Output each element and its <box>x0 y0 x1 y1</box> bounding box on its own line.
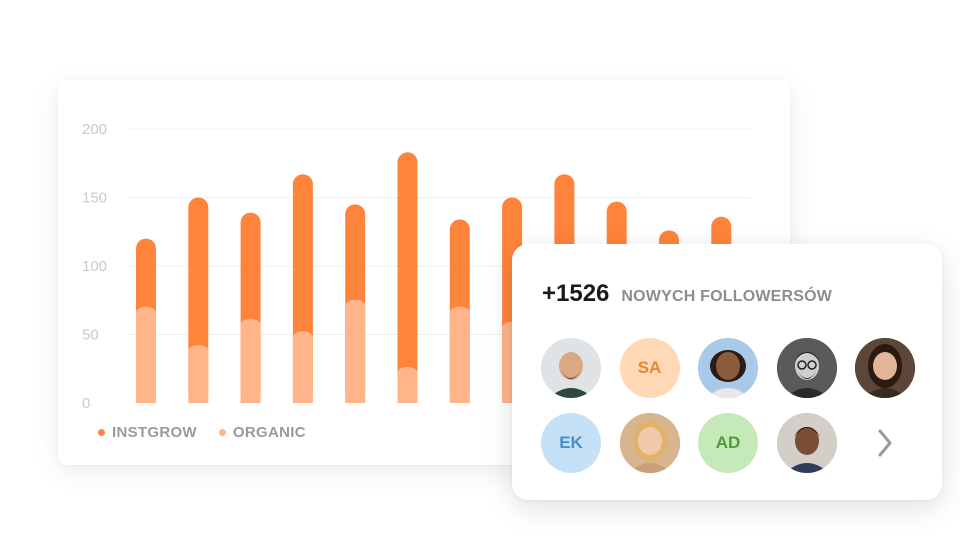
man-beard-photo-icon <box>541 338 601 398</box>
avatar-photo[interactable] <box>541 338 601 398</box>
man-glasses-photo-icon <box>776 338 837 398</box>
bar-organic <box>397 372 418 403</box>
avatar-photo[interactable] <box>619 413 680 473</box>
legend-label-instgrow: INSTGROW <box>112 424 197 441</box>
woman-curly-photo-icon <box>698 338 758 398</box>
avatar-photo[interactable] <box>698 338 758 398</box>
bar-organic-cap <box>345 299 366 312</box>
avatar-initials-label: SA <box>637 358 662 377</box>
chart-legend: INSTGROW ORGANIC <box>98 424 306 441</box>
bar-organic <box>292 337 313 403</box>
legend-dot-organic <box>218 429 226 436</box>
bar-organic-cap <box>188 344 209 357</box>
legend-dot-instgrow <box>98 429 105 436</box>
avatar-photo[interactable] <box>855 338 915 398</box>
bar-organic-cap <box>397 366 418 379</box>
bar-organic <box>345 305 366 403</box>
avatar-initials[interactable]: AD <box>698 413 758 473</box>
bar-organic-cap <box>292 331 313 344</box>
bar-organic <box>136 312 156 403</box>
bar-organic-cap <box>240 318 261 331</box>
bar-organic-cap <box>449 306 470 319</box>
bar-organic <box>240 324 261 403</box>
new-followers-card: +1526 NOWYCH FOLLOWERSÓW SA EK AD <box>512 244 942 500</box>
avatar-photo[interactable] <box>776 338 837 398</box>
y-tick-label: 100 <box>82 258 107 275</box>
avatar-initials[interactable]: SA <box>619 338 680 398</box>
legend-item-instgrow: INSTGROW <box>98 424 197 441</box>
legend-label-organic: ORGANIC <box>232 424 306 441</box>
bar-organic <box>188 350 209 403</box>
y-tick-label: 200 <box>82 121 107 138</box>
woman-blonde-photo-icon <box>619 413 680 473</box>
bar-organic-cap <box>136 306 156 319</box>
followers-count-label: NOWYCH FOLLOWERSÓW <box>621 288 833 305</box>
followers-count: +1526 <box>542 280 610 307</box>
avatar-initials-label: AD <box>715 433 741 452</box>
bar-instgrow <box>397 152 418 403</box>
legend-item-organic: ORGANIC <box>218 424 306 441</box>
woman-dark-hair-photo-icon <box>855 338 915 398</box>
man-suit-photo-icon <box>776 413 837 473</box>
avatar-initials-label: EK <box>559 433 583 452</box>
y-tick-label: 50 <box>82 327 99 344</box>
y-tick-label: 0 <box>82 395 90 412</box>
bar-organic <box>449 312 470 403</box>
y-tick-label: 150 <box>82 190 107 207</box>
followers-headline: +1526 NOWYCH FOLLOWERSÓW <box>542 280 832 308</box>
avatar-initials[interactable]: EK <box>541 413 601 473</box>
chevron-right-icon[interactable] <box>874 426 896 460</box>
avatar-photo[interactable] <box>776 413 837 473</box>
